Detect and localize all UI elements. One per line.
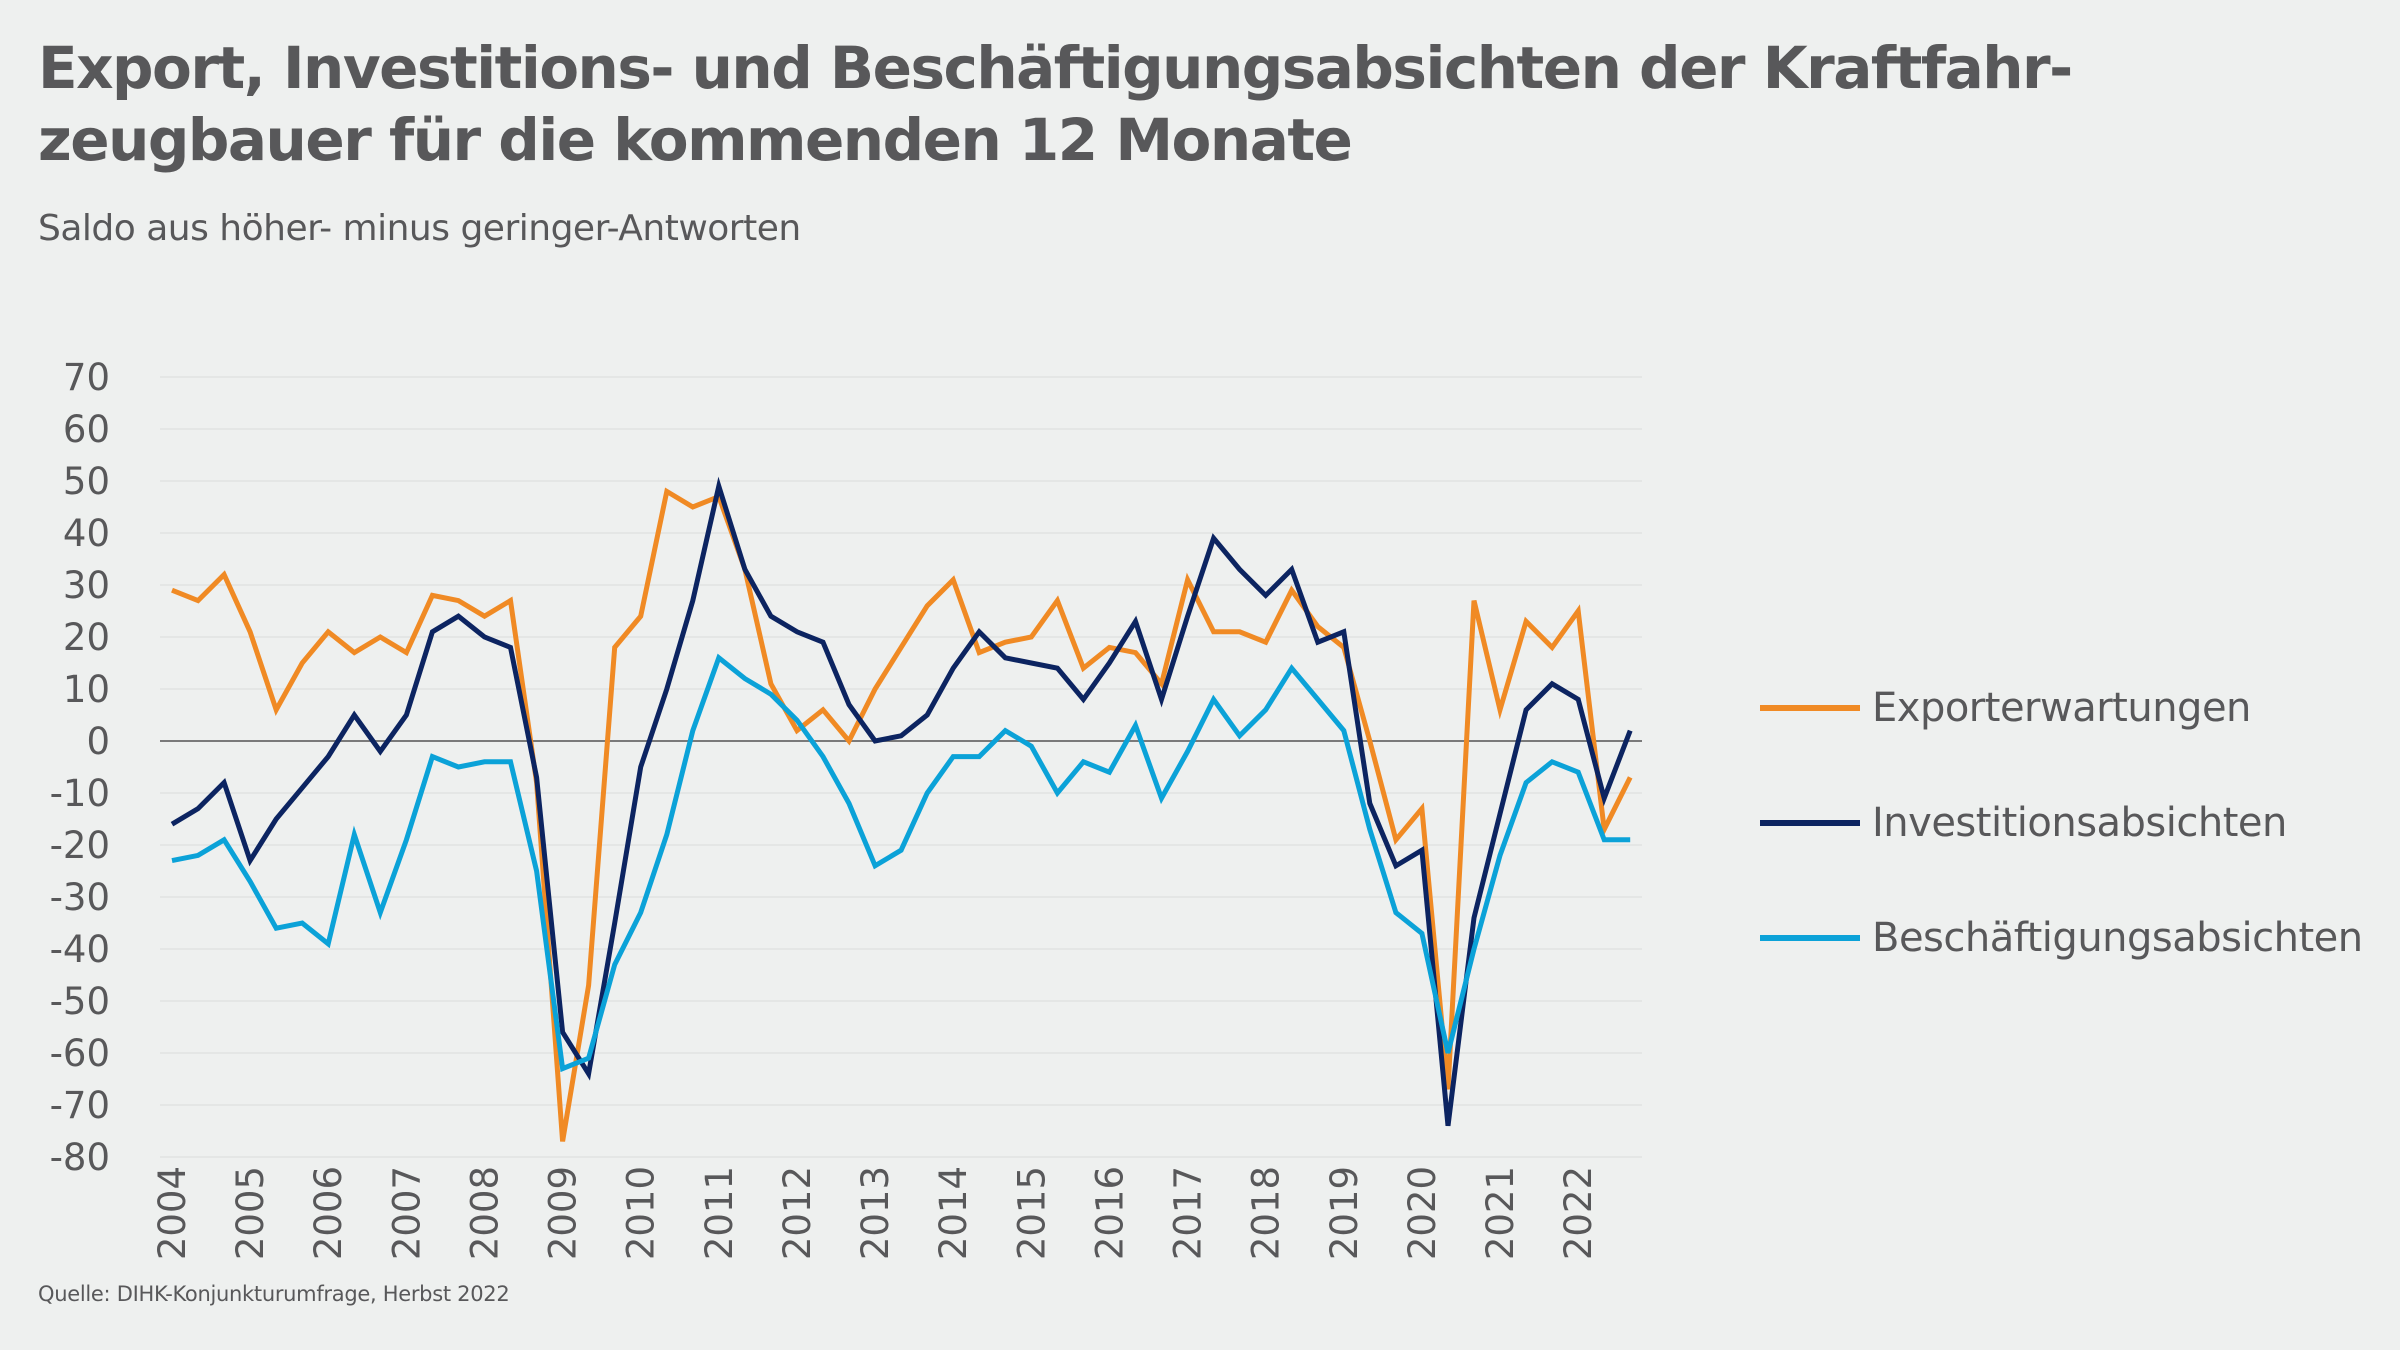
series-line-exporterwartungen: [171, 487, 1633, 1142]
y-tick-label: 70: [63, 356, 110, 399]
legend-item-investitionsabsichten: Investitionsabsichten: [1760, 765, 2363, 880]
y-tick-label: -40: [50, 928, 110, 971]
y-tick-label: -70: [50, 1084, 110, 1127]
x-tick-label: 2018: [1245, 1166, 1288, 1260]
legend-swatch-investitionsabsichten: [1760, 819, 1860, 826]
x-tick-label: 2005: [229, 1166, 272, 1260]
x-tick-label: 2015: [1010, 1166, 1053, 1260]
series-line-beschäftigungsabsichten: [171, 653, 1631, 1073]
x-tick-label: 2010: [620, 1166, 663, 1260]
x-tick-label: 2021: [1479, 1166, 1522, 1260]
x-tick-label: 2012: [776, 1166, 819, 1260]
legend-label: Beschäftigungsabsichten: [1872, 914, 2363, 961]
y-tick-label: -30: [50, 876, 110, 919]
x-tick-label: 2020: [1401, 1166, 1444, 1260]
source-note: Quelle: DIHK-Konjunkturumfrage, Herbst 2…: [38, 1282, 510, 1306]
legend-label: Exporterwartungen: [1872, 684, 2251, 731]
x-tick-label: 2008: [463, 1166, 506, 1260]
y-axis-ticks: 70 60 50 40 30 20 10 0 -10 -20 -30 -40 -50 -60 -70 -80: [50, 356, 110, 1179]
x-tick-label: 2014: [932, 1166, 975, 1260]
legend-label: Investitionsabsichten: [1872, 799, 2287, 846]
y-tick-label: -60: [50, 1032, 110, 1075]
x-tick-label: 2017: [1167, 1166, 1210, 1260]
x-tick-label: 2016: [1088, 1166, 1131, 1260]
legend-item-exporterwartungen: Exporterwartungen: [1760, 650, 2363, 765]
y-tick-label: 0: [86, 720, 110, 763]
x-axis-ticks: 2004 2005 2006 2007 2008 2009 2010 2011 2012 2013…: [151, 1166, 1600, 1260]
legend-swatch-exporterwartungen: [1760, 704, 1860, 711]
y-tick-label: 40: [63, 512, 110, 555]
y-tick-label: 50: [63, 460, 110, 503]
y-tick-label: -80: [50, 1136, 110, 1179]
y-tick-label: -10: [50, 772, 110, 815]
y-tick-label: 60: [63, 408, 110, 451]
legend-item-beschaeftigungsabsichten: Beschäftigungsabsichten: [1760, 880, 2363, 995]
y-tick-label: -20: [50, 824, 110, 867]
x-tick-label: 2007: [385, 1166, 428, 1260]
y-tick-label: -50: [50, 980, 110, 1023]
chart-title: Export, Investitions- und Beschäftigungs…: [38, 34, 2073, 174]
x-tick-label: 2022: [1557, 1166, 1600, 1260]
chart-subtitle: Saldo aus höher- minus geringer-Antworte…: [38, 208, 801, 249]
x-tick-label: 2004: [151, 1166, 194, 1260]
y-tick-label: 10: [63, 668, 110, 711]
x-tick-label: 2006: [307, 1166, 350, 1260]
x-tick-label: 2011: [698, 1166, 741, 1260]
x-tick-label: 2009: [542, 1166, 585, 1260]
x-tick-label: 2019: [1323, 1166, 1366, 1260]
y-tick-label: 30: [63, 564, 110, 607]
x-tick-label: 2013: [854, 1166, 897, 1260]
series-lines: [170, 476, 1633, 1142]
gridlines: [160, 376, 1642, 1158]
y-tick-label: 20: [63, 616, 110, 659]
legend-swatch-beschaeftigungsabsichten: [1760, 934, 1860, 941]
series-line-investitionsabsichten: [170, 476, 1633, 1127]
legend: Exporterwartungen Investitionsabsichten …: [1760, 650, 2363, 995]
